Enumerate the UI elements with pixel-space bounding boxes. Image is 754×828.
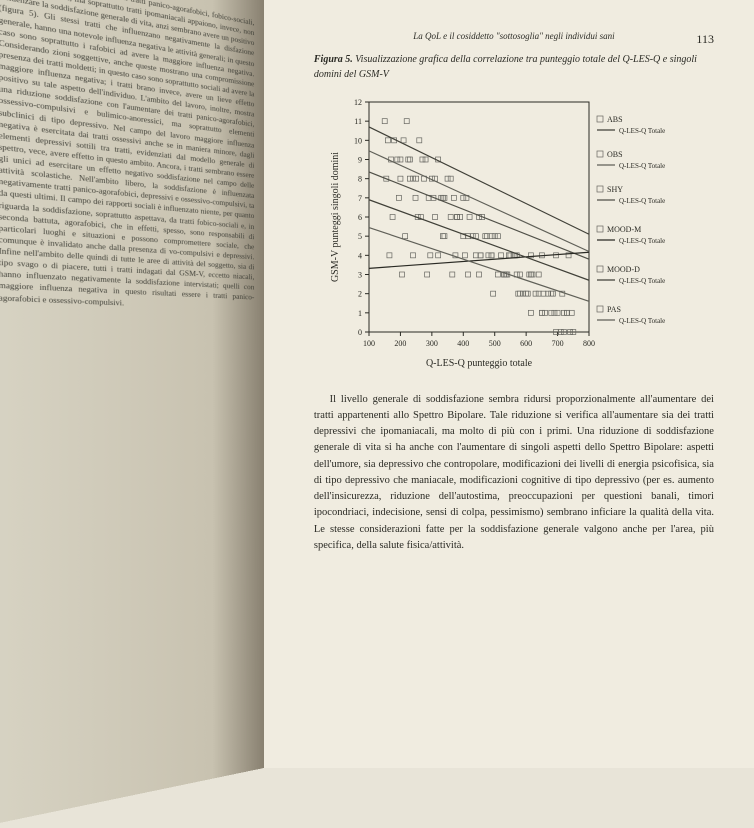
svg-text:2: 2: [358, 289, 362, 298]
svg-text:Q-LES-Q Totale: Q-LES-Q Totale: [619, 317, 665, 325]
svg-text:Q-LES-Q Totale: Q-LES-Q Totale: [619, 237, 665, 245]
svg-text:5: 5: [358, 232, 362, 241]
svg-text:600: 600: [520, 339, 532, 348]
svg-text:800: 800: [583, 339, 595, 348]
svg-text:400: 400: [457, 339, 469, 348]
svg-text:12: 12: [354, 98, 362, 107]
svg-text:300: 300: [426, 339, 438, 348]
svg-text:10: 10: [354, 136, 362, 145]
figure-caption: Figura 5. Visualizzazione grafica della …: [314, 52, 714, 82]
svg-text:3: 3: [358, 270, 362, 279]
scatter-chart: 1002003004005006007008000123456789101112…: [324, 92, 704, 372]
svg-text:Q-LES-Q Totale: Q-LES-Q Totale: [619, 162, 665, 170]
svg-text:8: 8: [358, 174, 362, 183]
svg-text:200: 200: [394, 339, 406, 348]
figure-caption-text: Visualizzazione grafica della correlazio…: [314, 54, 697, 80]
chart-area: 1002003004005006007008000123456789101112…: [314, 92, 714, 372]
svg-text:11: 11: [354, 117, 362, 126]
figure-caption-prefix: Figura 5.: [314, 54, 353, 65]
svg-text:GSM-V punteggi singoli domini: GSM-V punteggi singoli domini: [330, 151, 341, 281]
svg-text:700: 700: [552, 339, 564, 348]
running-header: La QoL e il cosiddetto "sottosoglia" neg…: [314, 30, 714, 44]
svg-text:100: 100: [363, 339, 375, 348]
svg-text:500: 500: [489, 339, 501, 348]
svg-text:Q-LES-Q Totale: Q-LES-Q Totale: [619, 127, 665, 135]
svg-text:Q-LES-Q punteggio totale: Q-LES-Q punteggio totale: [426, 358, 533, 369]
page-number: 113: [696, 30, 714, 48]
left-page: spettro, in particolare in presenza di t…: [0, 0, 264, 828]
svg-text:9: 9: [358, 155, 362, 164]
svg-text:PAS: PAS: [607, 305, 621, 314]
body-paragraph: Il livello generale di soddisfazione sem…: [314, 392, 714, 555]
svg-text:MOOD-M: MOOD-M: [607, 225, 641, 234]
right-page: 113 La QoL e il cosiddetto "sottosoglia"…: [264, 0, 754, 768]
svg-text:7: 7: [358, 193, 362, 202]
svg-text:OBS: OBS: [607, 150, 623, 159]
svg-text:1: 1: [358, 308, 362, 317]
svg-text:6: 6: [358, 213, 362, 222]
svg-text:4: 4: [358, 251, 362, 260]
svg-text:ABS: ABS: [607, 115, 623, 124]
svg-text:MOOD-D: MOOD-D: [607, 265, 640, 274]
left-page-body-text: spettro, in particolare in presenza di t…: [0, 0, 254, 313]
svg-text:Q-LES-Q Totale: Q-LES-Q Totale: [619, 197, 665, 205]
svg-text:0: 0: [358, 328, 362, 337]
svg-text:Q-LES-Q Totale: Q-LES-Q Totale: [619, 277, 665, 285]
book-spread: spettro, in particolare in presenza di t…: [0, 0, 754, 768]
svg-text:SHY: SHY: [607, 185, 623, 194]
